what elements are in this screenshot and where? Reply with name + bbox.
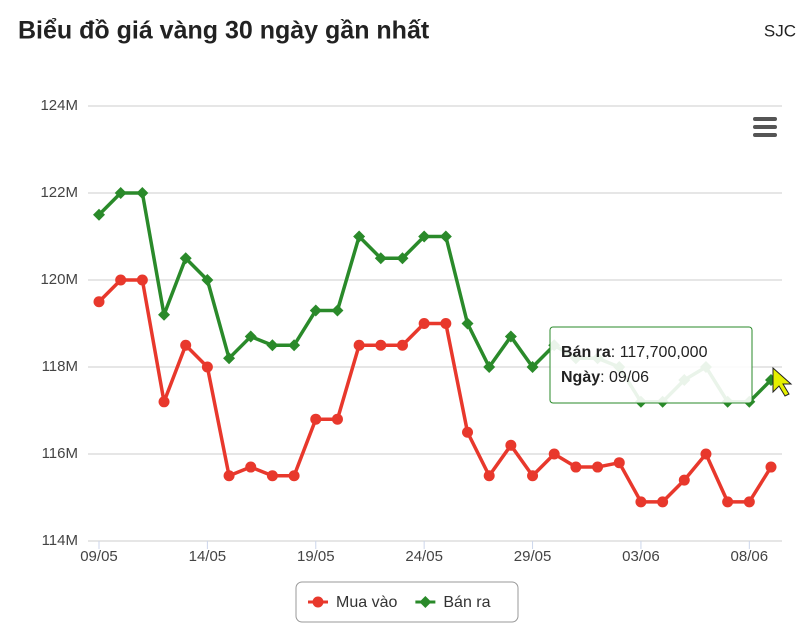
menu-button[interactable]: [753, 117, 777, 137]
tooltip-sep: :: [611, 344, 620, 361]
menu-bar: [753, 117, 777, 121]
cursor: [772, 366, 793, 397]
x-tick-label: 24/05: [405, 548, 443, 565]
tooltip-row: Bán ra: 117,700,000: [561, 344, 708, 361]
marker: [309, 304, 322, 317]
marker: [223, 352, 236, 365]
marker: [396, 339, 408, 351]
marker: [179, 252, 192, 265]
marker: [592, 461, 604, 473]
marker: [440, 318, 452, 329]
marker: [657, 496, 669, 508]
tooltip-value: 117,700,000: [620, 344, 708, 361]
marker: [158, 308, 171, 321]
menu-bar: [753, 133, 777, 137]
marker: [266, 470, 278, 482]
marker: [743, 496, 755, 508]
marker: [353, 339, 365, 351]
marker: [439, 230, 452, 243]
marker: [418, 318, 430, 329]
tooltip: Bán ra: 117,700,000 Ngày: 09/06: [549, 326, 753, 404]
x-tick-label: 14/05: [189, 548, 227, 565]
marker: [201, 361, 213, 373]
marker: [93, 208, 105, 221]
tooltip-date: 09/06: [609, 369, 649, 386]
marker: [288, 339, 301, 352]
marker: [331, 413, 343, 425]
tooltip-box: [549, 326, 753, 404]
marker: [288, 470, 300, 482]
marker: [635, 496, 647, 508]
y-tick-label: 118M: [42, 358, 78, 375]
marker: [461, 317, 474, 330]
y-tick-label: 116M: [42, 445, 78, 462]
marker: [418, 230, 431, 243]
tooltip-series: Bán ra: [561, 344, 611, 361]
marker: [158, 396, 170, 408]
marker: [483, 361, 496, 373]
legend-box: [295, 581, 519, 623]
x-tick-label: 08/06: [731, 548, 769, 565]
x-tick-label: 09/05: [80, 548, 118, 565]
x-tick-label: 19/05: [297, 548, 335, 565]
marker: [374, 252, 387, 265]
tooltip-row: Ngày: 09/06: [561, 369, 649, 386]
marker: [223, 470, 235, 482]
y-tick-label: 114M: [42, 532, 78, 549]
legend-marker: [312, 596, 324, 608]
marker: [700, 448, 712, 460]
chart-title: Biểu đồ giá vàng 30 ngày gần nhất: [18, 17, 430, 45]
marker: [310, 413, 322, 425]
subtitle: SJC: [764, 21, 796, 40]
marker: [613, 457, 625, 469]
marker: [526, 361, 539, 373]
marker: [266, 339, 279, 352]
marker: [504, 330, 517, 343]
marker: [180, 339, 192, 351]
marker: [483, 470, 495, 482]
legend-item[interactable]: Mua vào: [308, 594, 397, 611]
legend-label: Bán ra: [443, 594, 490, 611]
marker: [115, 274, 127, 286]
marker: [722, 496, 734, 508]
marker: [353, 230, 366, 243]
x-tick-label: 29/05: [514, 548, 552, 565]
marker: [375, 339, 387, 351]
marker: [505, 439, 517, 451]
y-tick-label: 124M: [40, 97, 78, 114]
marker: [114, 187, 127, 199]
y-tick-label: 120M: [40, 271, 78, 288]
marker: [201, 274, 214, 286]
marker: [244, 330, 257, 343]
marker: [570, 461, 582, 473]
marker: [462, 426, 474, 438]
marker: [136, 274, 148, 286]
legend-label: Mua vào: [336, 594, 397, 611]
tooltip-sep: :: [600, 369, 609, 386]
marker: [331, 304, 344, 317]
marker: [678, 474, 690, 486]
marker: [765, 461, 777, 473]
legend-marker: [419, 596, 432, 608]
marker: [527, 470, 539, 482]
tooltip-date-name: Ngày: [561, 369, 600, 386]
x-tick-label: 03/06: [622, 548, 660, 565]
marker: [93, 296, 105, 308]
marker: [136, 187, 149, 199]
marker: [396, 252, 409, 265]
legend: Mua vào Bán ra: [308, 594, 491, 611]
menu-bar: [753, 125, 777, 129]
marker: [548, 448, 560, 460]
marker: [245, 461, 257, 473]
y-tick-label: 122M: [40, 184, 78, 201]
series: [93, 274, 777, 508]
legend-item[interactable]: Bán ra: [415, 594, 491, 611]
